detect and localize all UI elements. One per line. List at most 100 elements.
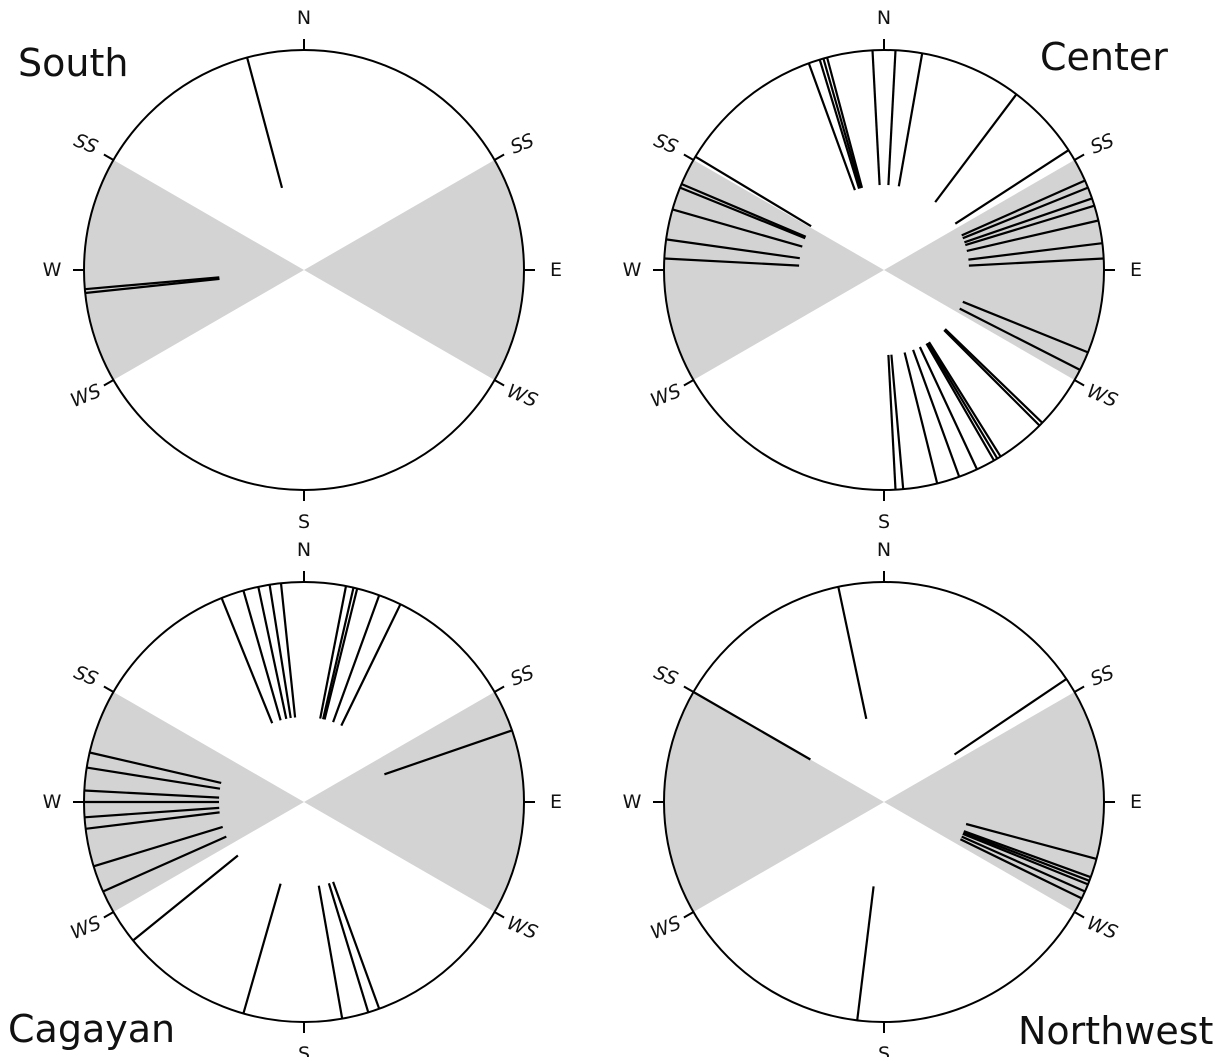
direction-line	[268, 584, 292, 719]
compass-label-ss-left: SS	[71, 661, 101, 690]
compass-label-ws-right: WS	[1084, 912, 1121, 944]
compass-tick	[103, 379, 114, 387]
direction-line	[871, 50, 881, 186]
compass-label-w: W	[623, 791, 642, 813]
compass-label-w: W	[43, 791, 62, 813]
compass-tick	[494, 911, 505, 919]
direction-line	[86, 766, 221, 790]
direction-line	[963, 830, 1092, 879]
compass-label-ss-left: SS	[651, 129, 681, 158]
compass-label-ss-right: SS	[1087, 129, 1117, 158]
direction-line	[968, 242, 1103, 261]
direction-line	[959, 307, 1081, 371]
direction-line	[332, 594, 381, 723]
direction-line	[826, 57, 864, 189]
direction-line	[962, 832, 1089, 886]
direction-line	[332, 881, 381, 1010]
direction-line	[257, 586, 288, 720]
compass-label-e: E	[550, 791, 562, 813]
direction-line	[856, 886, 875, 1021]
direction-line	[84, 789, 220, 799]
direction-line	[887, 50, 897, 186]
compass-label-w: W	[43, 259, 62, 281]
direction-line	[966, 219, 1099, 252]
direction-line	[964, 197, 1093, 244]
compass-label-s: S	[878, 511, 890, 533]
direction-line	[102, 835, 227, 893]
direction-line	[317, 885, 344, 1019]
compass-label-n: N	[877, 7, 891, 29]
panel-title-south: South	[18, 41, 129, 85]
direction-line	[912, 349, 961, 478]
direction-line	[692, 691, 811, 761]
direction-line	[890, 354, 905, 490]
direction-line	[84, 276, 220, 291]
direction-line	[968, 257, 1104, 267]
direction-line	[965, 822, 1097, 860]
compass-tick	[1074, 379, 1085, 387]
compass-label-ss-left: SS	[651, 661, 681, 690]
rose-panel-center: N E S W SS WS WS SS	[623, 7, 1142, 533]
compass-label-ss-left: SS	[71, 129, 101, 158]
direction-line	[944, 328, 1044, 424]
compass-label-n: N	[877, 539, 891, 561]
compass-label-n: N	[297, 7, 311, 29]
direction-line	[926, 342, 999, 460]
season-wedge-east	[884, 160, 1104, 380]
direction-line	[962, 300, 1089, 354]
direction-line	[242, 883, 282, 1014]
direction-line	[953, 678, 1068, 756]
direction-line	[93, 825, 224, 868]
direction-line	[242, 590, 282, 721]
direction-line	[903, 352, 939, 484]
direction-line	[279, 583, 297, 718]
direction-line	[319, 585, 348, 719]
direction-line	[954, 149, 1070, 225]
compass-label-ws-left: WS	[67, 912, 104, 944]
direction-line	[964, 204, 1095, 247]
direction-line	[943, 329, 1041, 427]
compass-label-s: S	[878, 1043, 890, 1057]
compass-label-w: W	[623, 259, 642, 281]
compass-label-ss-right: SS	[1087, 661, 1117, 690]
direction-line	[961, 179, 1086, 237]
rose-panel-south: N E S W SS WS WS SS	[43, 7, 562, 533]
compass-tick	[103, 911, 114, 919]
direction-line	[837, 586, 868, 720]
season-wedge-west	[664, 160, 884, 380]
panel-title-cagayan: Cagayan	[8, 1007, 176, 1051]
compass-label-n: N	[297, 539, 311, 561]
compass-label-ws-right: WS	[504, 912, 541, 944]
direction-line	[323, 588, 359, 720]
direction-line	[327, 882, 370, 1013]
direction-line	[934, 93, 1018, 203]
panel-title-center: Center	[1040, 35, 1168, 79]
compass-tick	[103, 685, 114, 693]
direction-line	[897, 53, 924, 187]
season-wedge-west	[664, 692, 884, 912]
direction-line	[694, 155, 812, 228]
compass-tick	[683, 685, 694, 693]
compass-label-ws-right: WS	[1084, 380, 1121, 412]
compass-tick	[1074, 153, 1085, 161]
direction-line	[959, 838, 1083, 900]
compass-label-s: S	[298, 511, 310, 533]
compass-tick	[494, 379, 505, 387]
compass-label-ws-right: WS	[504, 380, 541, 412]
direction-line	[961, 835, 1086, 893]
season-wedge-east	[304, 160, 524, 380]
compass-label-s: S	[298, 1043, 310, 1057]
rose-panel-northwest: N E S W SS WS WS SS	[623, 539, 1142, 1062]
compass-label-ss-right: SS	[507, 661, 537, 690]
direction-line	[665, 238, 800, 260]
direction-line	[807, 62, 856, 191]
direction-line	[664, 257, 800, 267]
direction-line	[963, 831, 1090, 882]
compass-label-ws-left: WS	[647, 912, 684, 944]
compass-tick	[683, 153, 694, 161]
direction-line	[681, 182, 807, 238]
direction-line	[925, 343, 995, 462]
season-wedge-west	[84, 160, 304, 380]
